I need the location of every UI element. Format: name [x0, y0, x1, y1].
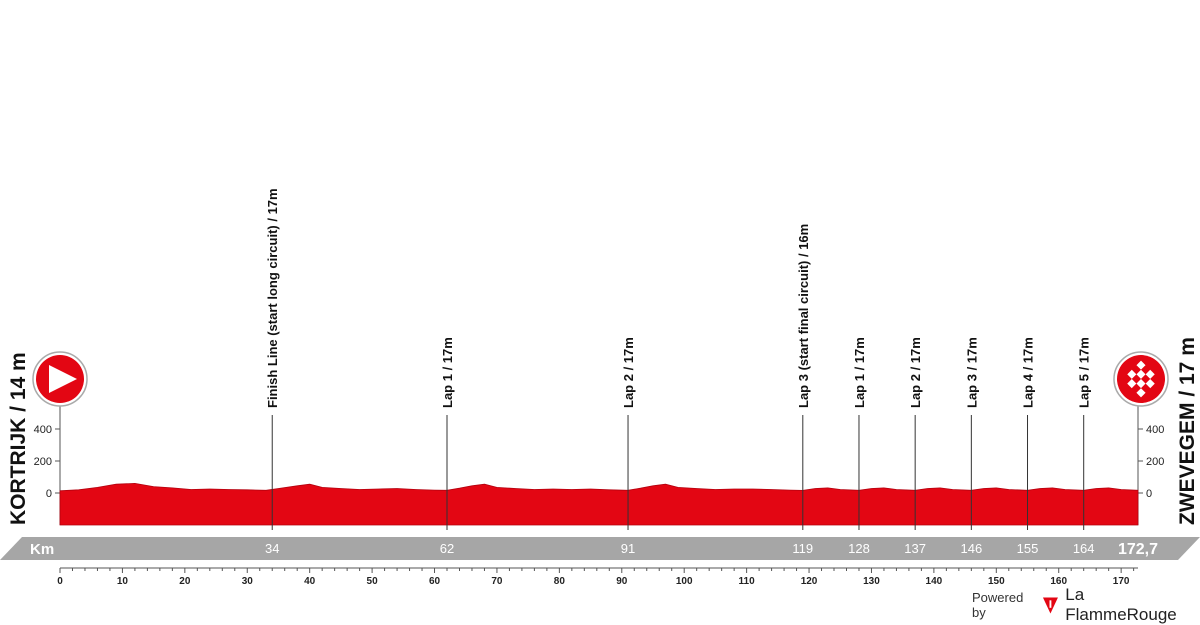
- km-bar-label: 91: [621, 541, 635, 556]
- km-bar-label: 137: [904, 541, 926, 556]
- km-axis-tick-label: 30: [242, 576, 254, 587]
- km-axis-tick-label: 130: [863, 576, 880, 587]
- km-bar-label: 34: [265, 541, 279, 556]
- powered-by-text: Powered by: [972, 590, 1024, 620]
- waypoint-label: Lap 1 / 17m: [440, 337, 455, 408]
- checker-cell: [1136, 379, 1146, 389]
- km-axis-tick-label: 140: [926, 576, 943, 587]
- km-bar-label: 62: [440, 541, 454, 556]
- km-bar-label: 164: [1073, 541, 1095, 556]
- km-bar-label: 146: [960, 541, 982, 556]
- km-axis-tick-label: 80: [554, 576, 566, 587]
- km-bar-total: 172,7: [1118, 541, 1158, 558]
- elevation-tick-label-left: 400: [34, 424, 52, 436]
- km-bar: [0, 537, 1200, 560]
- flamme-rouge-logo-icon: [1043, 597, 1059, 614]
- km-axis-tick-label: 70: [491, 576, 503, 587]
- powered-by-footer: Powered by La FlammeRouge: [972, 585, 1192, 624]
- waypoint-label: Lap 3 (start final circuit) / 16m: [796, 224, 811, 408]
- elevation-tick-label-right: 200: [1146, 456, 1164, 468]
- km-axis-tick-label: 110: [739, 576, 756, 587]
- checkered-flag-icon: [1122, 360, 1160, 398]
- km-axis-tick-label: 10: [117, 576, 129, 587]
- elevation-tick-label-right: 0: [1146, 488, 1152, 500]
- km-axis-tick-label: 120: [801, 576, 818, 587]
- km-axis-tick-label: 160: [1050, 576, 1067, 587]
- km-axis-tick-label: 50: [367, 576, 379, 587]
- km-bar-title: Km: [30, 541, 54, 558]
- km-bar-label: 128: [848, 541, 870, 556]
- finish-label: ZWEVEGEM / 17 m: [1176, 337, 1199, 525]
- km-axis-tick-label: 20: [179, 576, 191, 587]
- km-bar-label: 155: [1017, 541, 1039, 556]
- elevation-tick-label-left: 200: [34, 456, 52, 468]
- start-arrow-icon: [49, 365, 77, 393]
- checker-cell: [1141, 374, 1151, 384]
- waypoint-label: Lap 3 / 17m: [964, 337, 979, 408]
- checker-cell: [1136, 369, 1146, 379]
- elevation-profile-area: [59, 482, 1139, 526]
- km-axis-tick-label: 170: [1113, 576, 1130, 587]
- brand-name: La FlammeRouge: [1065, 585, 1177, 624]
- km-axis-tick-label: 0: [57, 576, 63, 587]
- waypoint-label: Lap 2 / 17m: [908, 337, 923, 408]
- km-bar-label: 119: [792, 541, 813, 556]
- elevation-tick-label-left: 0: [46, 488, 52, 500]
- km-axis-tick-label: 60: [429, 576, 441, 587]
- waypoint-label: Lap 4 / 17m: [1021, 337, 1036, 408]
- waypoint-label: Lap 1 / 17m: [852, 337, 867, 408]
- km-axis-tick-label: 100: [676, 576, 693, 587]
- km-axis-tick-label: 150: [988, 576, 1005, 587]
- waypoint-label: Lap 5 / 17m: [1077, 337, 1092, 408]
- start-label: KORTRIJK / 14 m: [7, 352, 30, 525]
- elevation-tick-label-right: 400: [1146, 424, 1164, 436]
- km-axis-tick-label: 90: [616, 576, 628, 587]
- waypoint-label: Lap 2 / 17m: [621, 337, 636, 408]
- km-axis-tick-label: 40: [304, 576, 316, 587]
- waypoint-label: Finish Line (start long circuit) / 17m: [265, 188, 280, 408]
